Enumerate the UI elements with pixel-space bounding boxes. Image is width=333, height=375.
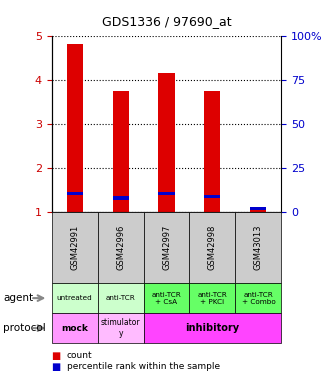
Bar: [204, 91, 220, 212]
Text: anti-TCR
+ PKCi: anti-TCR + PKCi: [197, 292, 227, 304]
Bar: [67, 45, 83, 212]
Text: percentile rank within the sample: percentile rank within the sample: [67, 362, 220, 371]
Text: anti-TCR
+ Combo: anti-TCR + Combo: [241, 292, 275, 304]
Bar: [204, 195, 220, 198]
Bar: [113, 91, 129, 212]
Bar: [189, 283, 235, 313]
Text: protocol: protocol: [3, 323, 46, 333]
Bar: [144, 283, 189, 313]
Bar: [52, 313, 98, 343]
Bar: [159, 192, 174, 195]
Bar: [144, 212, 189, 283]
Text: stimulator
y: stimulator y: [101, 318, 140, 338]
Text: count: count: [67, 351, 92, 360]
Bar: [52, 212, 98, 283]
Bar: [250, 207, 266, 210]
Text: inhibitory: inhibitory: [185, 323, 239, 333]
Text: GDS1336 / 97690_at: GDS1336 / 97690_at: [102, 15, 231, 28]
Bar: [98, 313, 144, 343]
Text: untreated: untreated: [57, 295, 93, 301]
Text: GSM42997: GSM42997: [162, 225, 171, 270]
Bar: [98, 283, 144, 313]
Text: GSM42998: GSM42998: [208, 225, 217, 270]
Bar: [113, 196, 129, 200]
Bar: [159, 73, 174, 212]
Bar: [189, 212, 235, 283]
Bar: [144, 313, 281, 343]
Text: GSM42991: GSM42991: [70, 225, 79, 270]
Text: GSM42996: GSM42996: [116, 225, 125, 270]
Text: anti-TCR
+ CsA: anti-TCR + CsA: [152, 292, 181, 304]
Text: ■: ■: [52, 351, 61, 360]
Bar: [52, 283, 98, 313]
Text: ■: ■: [52, 362, 61, 372]
Text: GSM43013: GSM43013: [254, 225, 263, 270]
Text: anti-TCR: anti-TCR: [106, 295, 136, 301]
Bar: [98, 212, 144, 283]
Bar: [250, 207, 266, 212]
Text: mock: mock: [61, 324, 88, 333]
Bar: [235, 283, 281, 313]
Bar: [67, 192, 83, 195]
Bar: [235, 212, 281, 283]
Text: agent: agent: [3, 293, 33, 303]
